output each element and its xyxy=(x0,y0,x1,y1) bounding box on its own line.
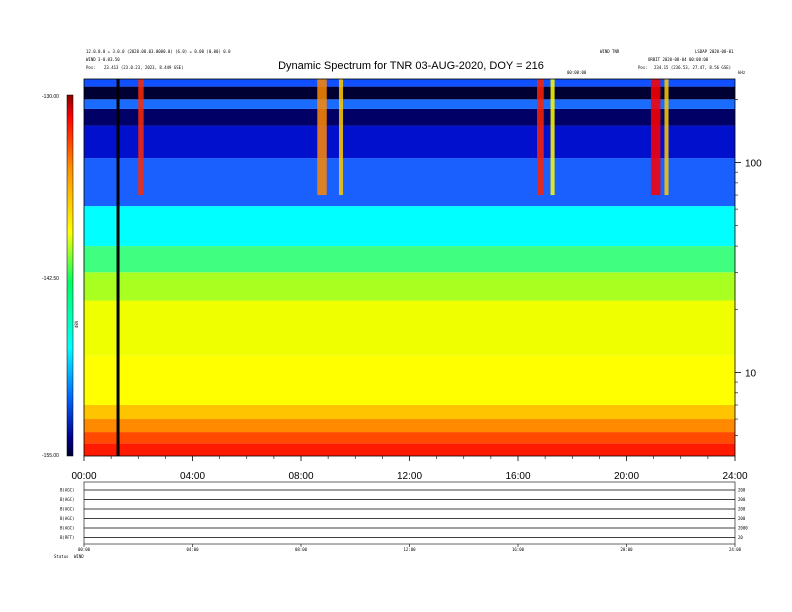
spectrum-band-14 xyxy=(84,79,735,87)
emission-spike-3 xyxy=(536,79,544,196)
x-tick-label-1: 04:00 xyxy=(180,471,205,482)
y-tick-label-0: 10 xyxy=(745,368,757,379)
trace-label-3: B(AGC) xyxy=(60,516,74,521)
header-right-pos-value: 234.15 (236.53, 27.47, 8.56 GSE) xyxy=(654,65,731,70)
trace-label-1: B(AGC) xyxy=(60,497,74,502)
y-tick-label-1: 100 xyxy=(745,159,762,170)
bottom-x-tick-label-6: 24:00 xyxy=(729,547,742,552)
bottom-x-tick-label-5: 20:00 xyxy=(620,547,633,552)
x-tick-label-6: 24:00 xyxy=(722,471,747,482)
trace-label-4: B(AGC) xyxy=(60,526,74,531)
spectrum-band-8 xyxy=(84,206,735,247)
emission-spike-0 xyxy=(138,79,144,196)
trace-label-2: B(AGC) xyxy=(60,507,74,512)
trace-label-0: B(AGC) xyxy=(60,488,74,493)
spectrum-band-7 xyxy=(84,246,735,273)
colorbar-unit-label: dBV xyxy=(74,320,79,328)
emission-spike-1 xyxy=(317,79,327,196)
x-axis: 00:00 04:00 08:00 12:00 16:00 20:00 24:00 xyxy=(71,456,748,482)
spectrum-band-2 xyxy=(84,419,735,433)
spectrum-band-3 xyxy=(84,404,735,420)
trace-right-label-3: 200 xyxy=(738,516,746,521)
data-gap-line xyxy=(116,79,120,456)
trace-right-label-5: 20 xyxy=(738,535,743,540)
spectrogram-heatmap xyxy=(84,79,735,456)
spectrum-band-11 xyxy=(84,108,735,126)
bottom-x-tick-label-3: 12:00 xyxy=(403,547,416,552)
chart-title: Dynamic Spectrum for TNR 03-AUG-2020, DO… xyxy=(278,60,544,72)
header-right-line1: WIND TNR xyxy=(600,49,620,54)
header-left-line2: WIND 3-0.03.50 xyxy=(86,57,120,62)
spectrum-band-6 xyxy=(84,272,735,301)
emission-spike-4 xyxy=(550,79,555,196)
header-right-line2: LSDAP 2020-08-01 xyxy=(695,49,734,54)
x-tick-label-3: 12:00 xyxy=(397,471,422,482)
emission-spike-5 xyxy=(650,79,661,196)
colorbar-top-label: -130.00 xyxy=(42,94,59,100)
emission-spike-6 xyxy=(664,79,669,196)
trace-right-label-4: 2000 xyxy=(738,526,748,531)
emission-spike-2 xyxy=(338,79,344,196)
colorbar xyxy=(66,94,74,457)
spectrum-band-1 xyxy=(84,432,735,444)
bottom-x-tick-label-0: 00:00 xyxy=(78,547,91,552)
spectrum-band-13 xyxy=(84,86,735,100)
header-left-pos-label: Pos: xyxy=(86,65,96,70)
x-tick-label-5: 20:00 xyxy=(614,471,639,482)
colorbar-mid-label: -142.50 xyxy=(42,276,59,282)
housekeeping-traces: B(AGC) 200 B(AGC) 200 B(AGC) 200 B(AGC) 200 B(AG… xyxy=(60,488,748,553)
header-mid-marker: 00:00:00 xyxy=(567,70,587,75)
housekeeping-panel xyxy=(83,481,736,545)
colorbar-bottom-label: -155.00 xyxy=(42,453,59,459)
footer-status-value: WIND xyxy=(74,554,84,559)
bottom-x-tick-label-1: 04:00 xyxy=(186,547,199,552)
bottom-x-tick-label-2: 08:00 xyxy=(295,547,308,552)
header-right-pos-label: Pos: xyxy=(638,65,648,70)
trace-right-label-2: 200 xyxy=(738,507,746,512)
spectrum-band-4 xyxy=(84,355,735,405)
x-tick-label-2: 08:00 xyxy=(288,471,313,482)
trace-right-label-0: 200 xyxy=(738,488,746,493)
bottom-x-tick-label-4: 16:00 xyxy=(512,547,525,552)
x-tick-label-0: 00:00 xyxy=(71,471,96,482)
spectrum-band-9 xyxy=(84,158,735,207)
header-left-pos-value: 23.413 (23.0.23, 2023, 8.449 GSE) xyxy=(104,65,183,70)
header-right-line3: ORBIT 2020-08-04 00:00:00 xyxy=(648,57,709,62)
spectrum-band-0 xyxy=(84,443,735,456)
header-corner-mark: kHz xyxy=(738,70,746,75)
spectrum-band-5 xyxy=(84,300,735,356)
x-tick-label-4: 16:00 xyxy=(505,471,530,482)
header-left-line1: 12.0.0.0 = 3.0.0 (2020.08.03.0000.0) (6.… xyxy=(86,49,231,54)
spectrum-band-12 xyxy=(84,99,735,109)
y-axis: 10 100 xyxy=(735,99,762,436)
trace-label-5: B(RFT) xyxy=(60,535,74,540)
trace-right-label-1: 200 xyxy=(738,497,746,502)
spectrum-band-10 xyxy=(84,125,735,159)
footer-status-label: Status xyxy=(54,554,69,559)
